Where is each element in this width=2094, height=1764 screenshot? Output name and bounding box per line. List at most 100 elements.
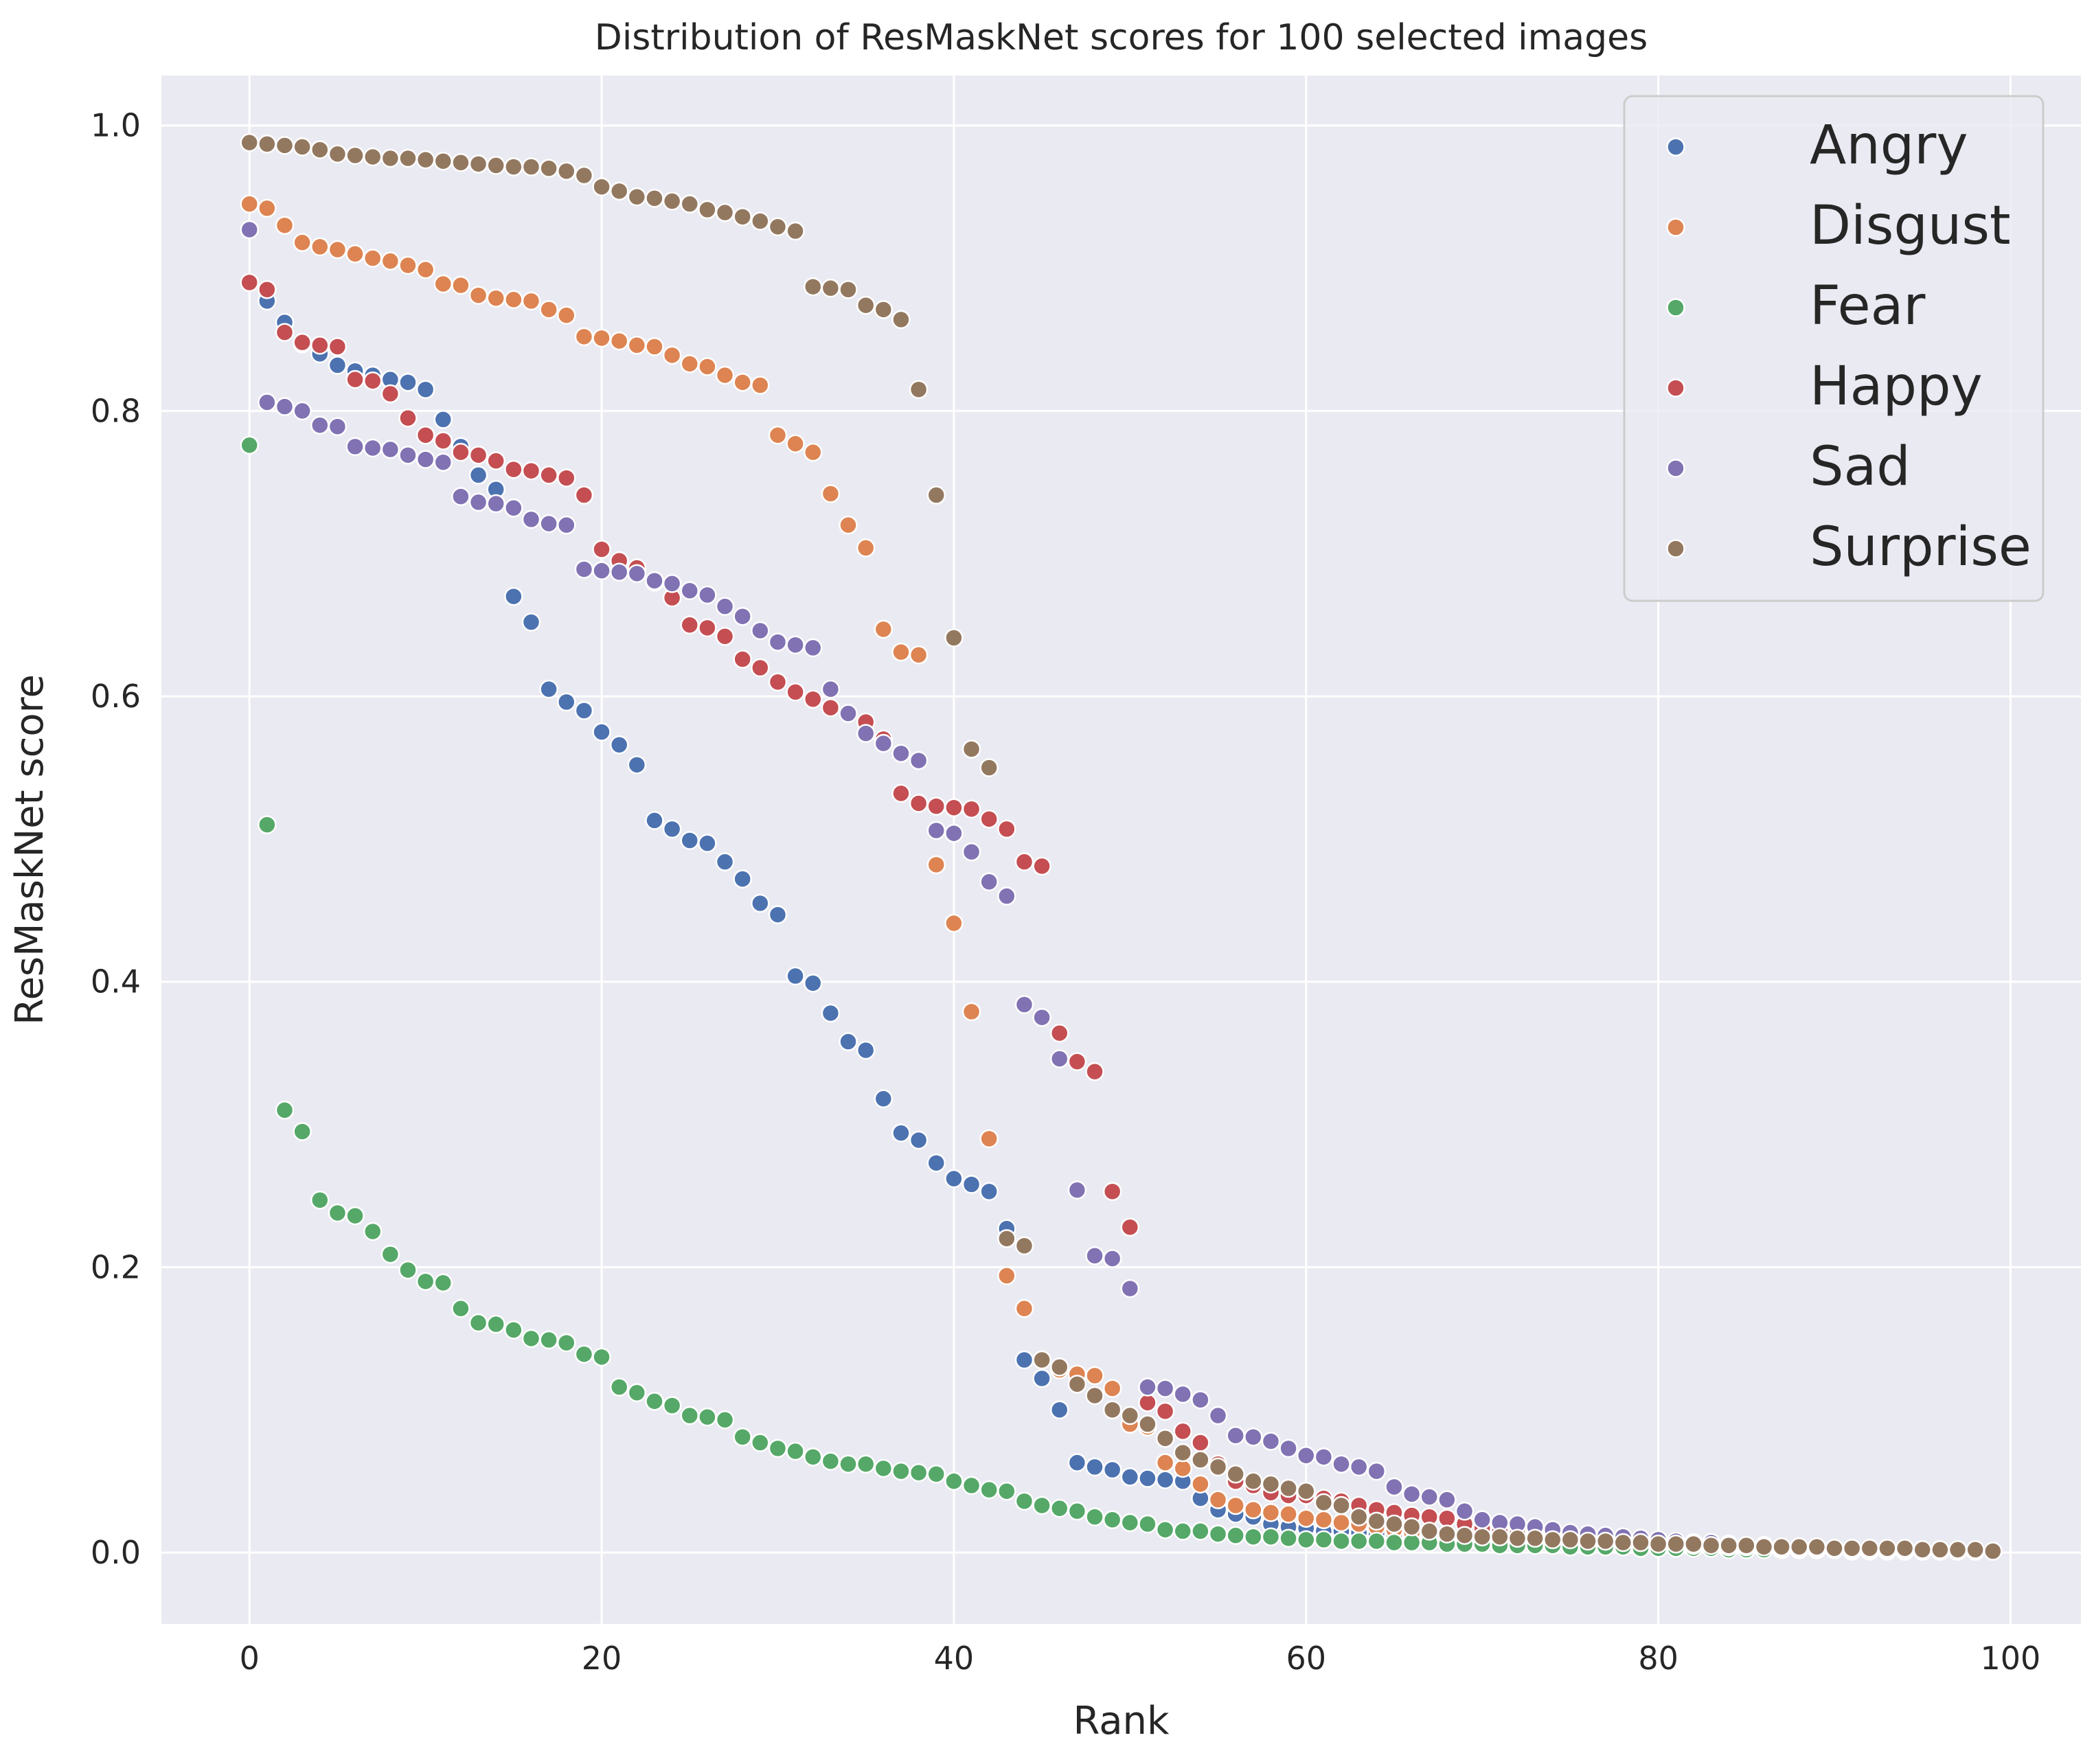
data-point <box>768 905 788 924</box>
data-point <box>433 274 453 294</box>
data-point <box>1367 1461 1387 1481</box>
data-point <box>891 783 911 803</box>
data-point <box>521 157 541 176</box>
data-point <box>398 255 418 275</box>
data-point <box>768 425 788 445</box>
data-point <box>1050 1358 1069 1377</box>
data-point <box>380 251 400 271</box>
data-point <box>961 1476 981 1496</box>
data-points <box>240 133 2003 1561</box>
data-point <box>258 393 277 412</box>
data-point <box>468 466 488 485</box>
data-point <box>240 220 259 240</box>
data-point <box>856 1454 876 1474</box>
data-point <box>751 621 770 641</box>
data-point <box>698 585 717 605</box>
data-point <box>909 1463 929 1482</box>
data-point <box>1349 1531 1369 1551</box>
data-point <box>680 615 700 634</box>
data-point <box>645 811 664 830</box>
data-point <box>1455 1526 1475 1545</box>
data-point <box>1543 1530 1562 1550</box>
legend-marker <box>1666 298 1685 317</box>
data-point <box>380 384 400 404</box>
data-point <box>1191 1522 1210 1541</box>
data-point <box>1402 1485 1422 1504</box>
data-point <box>751 893 770 913</box>
data-point <box>328 1203 348 1223</box>
data-point <box>1014 995 1034 1014</box>
data-point <box>909 794 929 813</box>
data-point <box>1244 1527 1263 1546</box>
legend-label: Angry <box>1810 115 1968 176</box>
y-tick-label: 1.0 <box>91 107 141 144</box>
data-point <box>310 1190 330 1210</box>
data-point <box>944 798 964 817</box>
data-point <box>328 240 348 260</box>
data-point <box>645 1392 664 1411</box>
data-point <box>539 679 558 699</box>
data-point <box>539 300 558 319</box>
data-point <box>961 799 981 819</box>
chart-title: Distribution of ResMaskNet scores for 10… <box>595 17 1648 58</box>
data-point <box>1332 1496 1351 1515</box>
data-point <box>539 1330 558 1350</box>
data-point <box>363 147 383 167</box>
data-point <box>1314 1530 1334 1550</box>
data-point <box>1208 1457 1228 1477</box>
data-point <box>258 135 277 154</box>
data-point <box>751 211 770 231</box>
data-point <box>680 194 700 214</box>
data-point <box>1402 1517 1422 1537</box>
data-point <box>468 154 488 174</box>
data-point <box>891 1461 911 1481</box>
data-point <box>1173 1522 1192 1541</box>
series-surprise <box>240 133 2003 1561</box>
data-point <box>1296 1530 1316 1550</box>
data-point <box>1014 852 1034 871</box>
data-point <box>715 597 735 616</box>
data-point <box>961 1175 981 1194</box>
data-point <box>1472 1527 1492 1546</box>
data-point <box>557 515 576 535</box>
data-point <box>768 672 788 692</box>
data-point <box>468 492 488 512</box>
data-point <box>1613 1533 1633 1553</box>
data-point <box>733 1427 752 1447</box>
data-point <box>1244 1500 1263 1520</box>
data-point <box>1578 1531 1597 1551</box>
data-point <box>1244 1471 1263 1491</box>
data-point <box>1701 1535 1721 1555</box>
data-point <box>856 1040 876 1060</box>
data-point <box>557 161 576 181</box>
data-point <box>821 698 841 718</box>
data-point <box>715 365 735 385</box>
data-point <box>839 515 858 535</box>
data-point <box>504 459 523 479</box>
data-point <box>874 1458 894 1478</box>
data-point <box>1983 1542 2003 1561</box>
data-point <box>363 1222 383 1241</box>
data-point <box>839 280 858 299</box>
data-point <box>1349 1457 1369 1477</box>
data-point <box>240 435 259 455</box>
data-point <box>1631 1533 1650 1553</box>
data-point <box>979 758 999 777</box>
legend-label: Sad <box>1810 436 1911 498</box>
data-point <box>1191 1450 1210 1469</box>
data-point <box>1279 1439 1298 1458</box>
data-point <box>839 1454 858 1474</box>
x-tick-label: 100 <box>1981 1640 2041 1677</box>
data-point <box>979 1182 999 1202</box>
data-point <box>609 562 629 582</box>
data-point <box>1878 1539 1897 1558</box>
data-point <box>1226 1526 1245 1545</box>
data-point <box>345 1206 365 1226</box>
data-point <box>680 831 700 850</box>
data-point <box>645 188 664 208</box>
data-point <box>1085 1457 1104 1477</box>
data-point <box>504 586 523 606</box>
data-point <box>1208 1490 1228 1509</box>
data-point <box>926 855 946 875</box>
